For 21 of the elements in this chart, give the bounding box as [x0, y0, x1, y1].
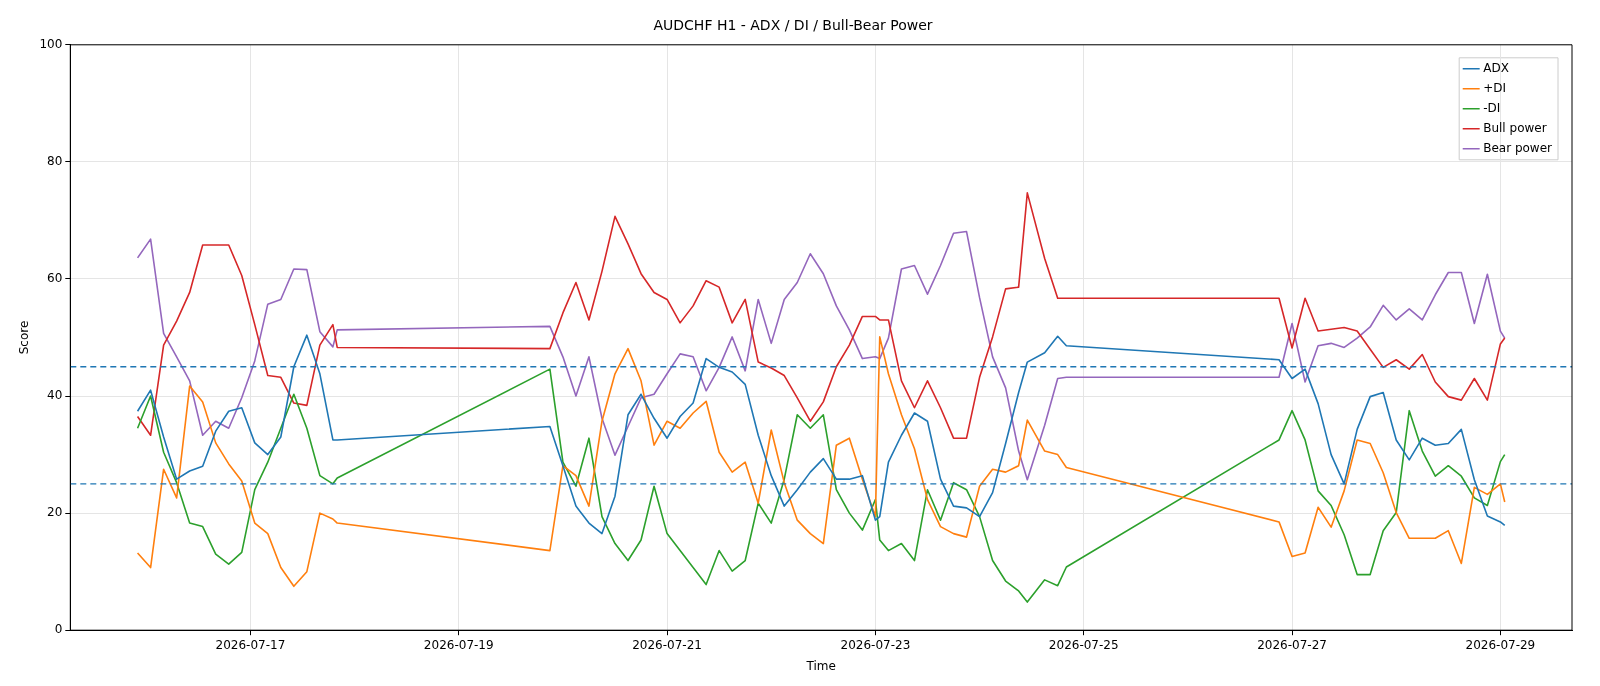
y-tick-label: 20	[47, 505, 63, 520]
x-tick-label: 2026-07-17	[215, 637, 286, 652]
legend-label: Bear power	[1483, 140, 1553, 155]
x-tick-label: 2026-07-27	[1257, 637, 1327, 652]
legend-label: -DI	[1483, 100, 1501, 115]
legend-label: ADX	[1483, 60, 1509, 75]
y-axis-title: Score	[17, 320, 32, 355]
y-tick-label: 40	[47, 388, 63, 403]
y-tick-label: 80	[47, 154, 63, 169]
y-tick-label: 60	[47, 271, 63, 286]
chart-title: AUDCHF H1 - ADX / DI / Bull-Bear Power	[653, 17, 933, 34]
x-tick-label: 2026-07-21	[632, 637, 702, 652]
legend-label: Bull power	[1483, 120, 1547, 135]
x-axis-title: Time	[805, 658, 836, 673]
x-tick-label: 2026-07-29	[1465, 637, 1536, 652]
x-tick-label: 2026-07-25	[1048, 637, 1119, 652]
x-tick-label: 2026-07-23	[840, 637, 911, 652]
x-tick-label: 2026-07-19	[423, 637, 494, 652]
legend-label: +DI	[1483, 80, 1507, 95]
y-tick-label: 100	[39, 36, 63, 51]
y-tick-label: 0	[54, 622, 63, 637]
